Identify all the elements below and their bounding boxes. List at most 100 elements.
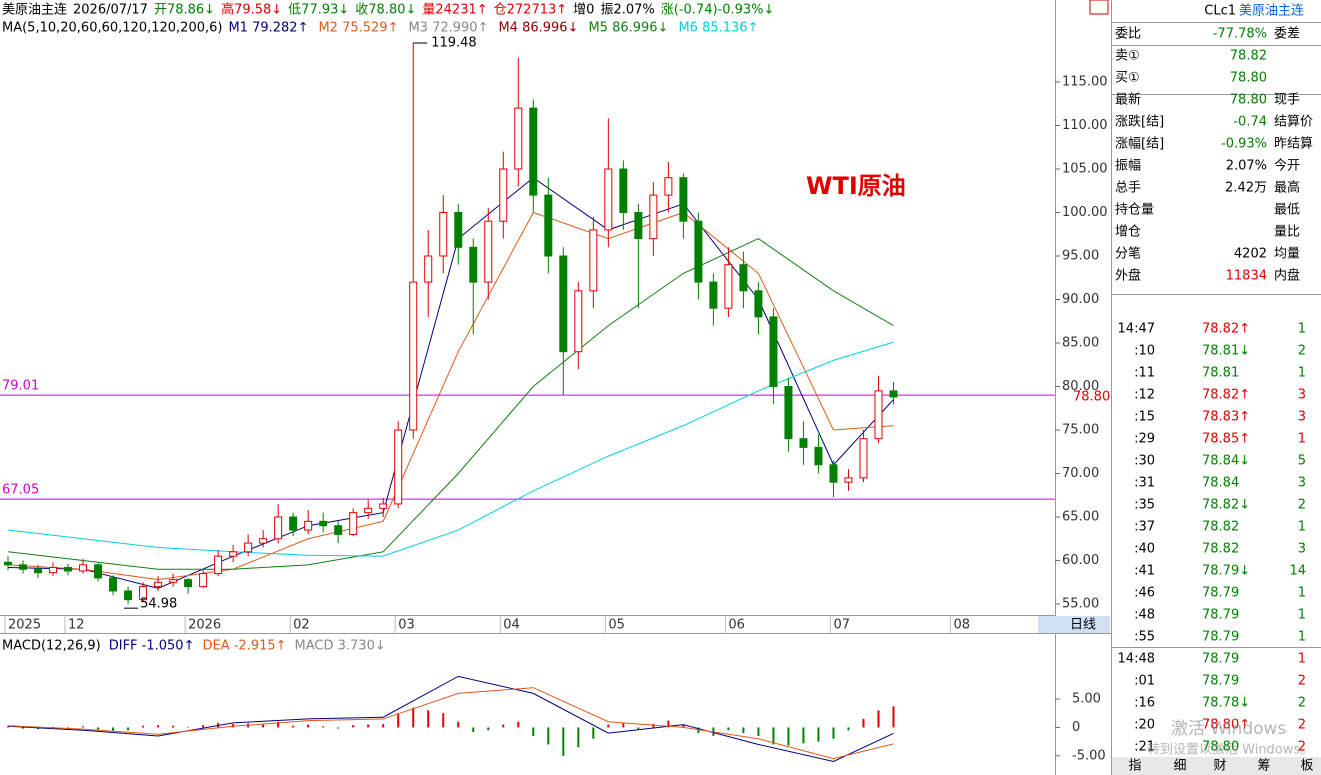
candle-body — [304, 520, 313, 531]
candle-body — [79, 564, 88, 572]
candle-body — [199, 573, 208, 588]
price-line-label: 79.01 — [2, 379, 39, 394]
tick-volume: 5 — [1298, 454, 1306, 469]
tick-volume: 1 — [1298, 608, 1306, 623]
panel-tab[interactable]: 板 — [1300, 759, 1313, 774]
tick-price: 78.83↑ — [1202, 410, 1250, 425]
quote-label2: 均量 — [1274, 247, 1300, 262]
candle-body — [274, 516, 283, 540]
info-item: DEA -2.915↑ — [202, 639, 286, 654]
corner-button[interactable] — [1089, 0, 1109, 15]
tick-time: :41 — [1134, 564, 1155, 579]
quote-label: 持仓量 — [1115, 203, 1154, 218]
candle-body — [109, 577, 118, 592]
tick-time: :46 — [1134, 586, 1155, 601]
candle-body — [889, 390, 898, 398]
tick-price: 78.85↑ — [1202, 432, 1250, 447]
candle-body — [439, 212, 448, 257]
price-line-label: 67.05 — [2, 483, 39, 498]
tick-volume: 1 — [1298, 366, 1306, 381]
macd-label: MACD(12,26,9) — [2, 639, 101, 654]
info-item: 仓272713↑ — [494, 3, 568, 18]
quote-value: 78.80 — [1230, 71, 1267, 86]
quote-label2: 昨结算 — [1274, 137, 1313, 152]
y-tick-label: 90.00 — [1062, 292, 1099, 307]
tick-volume: 3 — [1298, 542, 1306, 557]
tick-price: 78.79 — [1202, 630, 1239, 645]
panel-tab[interactable]: 财 — [1213, 759, 1226, 774]
info-item: 开78.86↓ — [154, 3, 215, 18]
panel-tab[interactable]: 细 — [1173, 759, 1186, 774]
quote-label: 外盘 — [1115, 268, 1141, 284]
quote-label: 分笔 — [1115, 246, 1141, 262]
ma-label: MA(5,10,20,60,60,120,120,200,6) — [2, 21, 222, 36]
tick-time: :55 — [1134, 630, 1155, 645]
max-label: 119.48 — [431, 36, 477, 51]
candle-body — [454, 212, 463, 248]
y-tick-label: 110.00 — [1062, 118, 1108, 133]
x-tick-label: 03 — [398, 618, 415, 633]
info-item: M4 86.996↓ — [498, 21, 578, 36]
quote-label2: 现手 — [1274, 93, 1300, 108]
candle-body — [469, 246, 478, 283]
candle-body — [319, 520, 328, 527]
candle-body — [739, 264, 748, 292]
x-tick-label: 02 — [293, 618, 310, 633]
candle-body — [124, 590, 133, 601]
tick-volume: 1 — [1298, 432, 1306, 447]
candle-body — [529, 107, 538, 196]
candle-body — [604, 168, 613, 231]
quote-label2: 量比 — [1274, 225, 1300, 240]
candle-body — [799, 438, 808, 448]
candle-body — [559, 255, 568, 353]
quote-label2: 今开 — [1274, 158, 1300, 174]
y-tick-label: 105.00 — [1062, 162, 1108, 177]
candle-body — [259, 538, 268, 544]
candle-body — [184, 579, 193, 588]
tick-volume: 3 — [1298, 388, 1306, 403]
tick-time: :12 — [1134, 388, 1155, 403]
y-tick-label: 65.00 — [1062, 510, 1099, 525]
tick-time: :31 — [1134, 476, 1155, 491]
tick-price: 78.81 — [1202, 366, 1239, 381]
panel-tab[interactable]: 筹 — [1257, 758, 1270, 774]
diff-line — [7, 675, 894, 763]
quote-label2: 委差 — [1274, 27, 1300, 42]
tick-price: 78.79 — [1202, 586, 1239, 601]
candle-body — [574, 290, 583, 353]
x-tick-label: 2025 — [8, 618, 41, 633]
quote-label: 涨跌[结] — [1115, 114, 1164, 130]
tick-volume: 2 — [1298, 344, 1306, 359]
tick-volume: 2 — [1298, 740, 1306, 755]
candle-body — [334, 525, 343, 535]
tick-price: 78.82↓ — [1202, 498, 1250, 513]
candle-body — [394, 429, 403, 505]
tick-time: :29 — [1134, 432, 1155, 447]
period-button[interactable]: 日线 — [1070, 618, 1096, 633]
period-button-bg[interactable] — [1038, 616, 1110, 633]
y-tick-label: 55.00 — [1062, 597, 1099, 612]
info-item: M3 72.990↑ — [408, 21, 488, 36]
tick-price: 78.84↓ — [1202, 454, 1250, 469]
info-item: MACD 3.730↓ — [295, 639, 386, 654]
tick-time: :11 — [1134, 366, 1155, 381]
candle-body — [769, 316, 778, 387]
quote-label: 增仓 — [1115, 225, 1141, 240]
tick-time: :01 — [1134, 674, 1155, 689]
panel-code: CLc1 — [1204, 4, 1236, 19]
macd-tick-label: -5.00 — [1072, 748, 1106, 763]
x-tick-label: 08 — [954, 618, 971, 633]
tick-time: :40 — [1134, 542, 1155, 557]
y-tick-label: 75.00 — [1062, 423, 1099, 438]
min-label: 54.98 — [140, 597, 177, 612]
candle-body — [349, 512, 358, 535]
tick-volume: 2 — [1298, 498, 1306, 513]
tick-price: 78.84 — [1202, 476, 1239, 491]
quote-value: -77.78% — [1213, 27, 1267, 42]
tab-bar — [1112, 757, 1321, 775]
panel-tab[interactable]: 指 — [1128, 759, 1141, 774]
quote-value: 11834 — [1226, 269, 1267, 284]
quote-label2: 结算价 — [1274, 115, 1313, 130]
